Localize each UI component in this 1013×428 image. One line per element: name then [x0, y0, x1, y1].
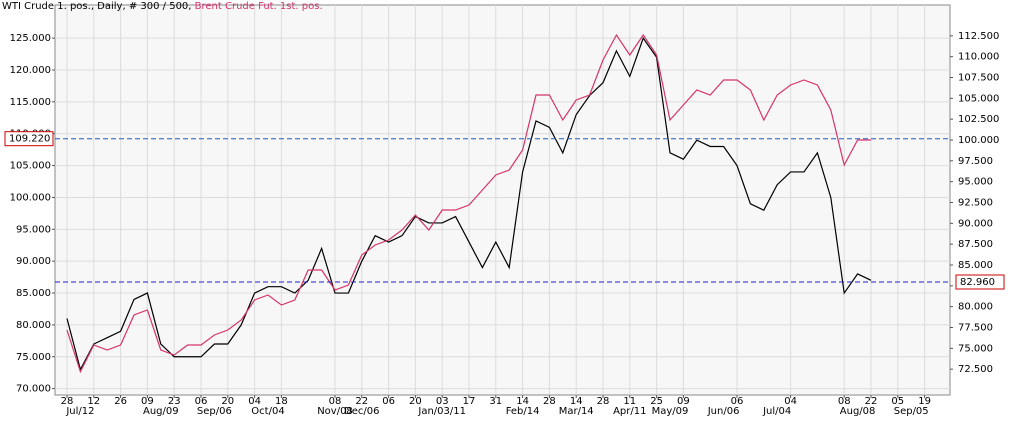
x-tick-label: 06	[195, 396, 208, 407]
x-group-label: Oct/04	[251, 406, 284, 417]
y2-tick-label: 102.500	[958, 114, 999, 125]
subtitle: , Daily, # 300 / 500,	[90, 1, 195, 12]
y-tick-label: 125.000	[10, 33, 51, 44]
x-tick-label: 25	[650, 396, 663, 407]
marker-box	[955, 274, 1005, 290]
x-tick-label: 06	[382, 396, 395, 407]
x-tick-label: 08	[838, 396, 851, 407]
x-tick-label: 14	[570, 396, 583, 407]
y-tick-label: 75.000	[16, 352, 51, 363]
x-group-label: Sep/06	[197, 406, 232, 417]
x-tick-label: 17	[463, 396, 476, 407]
x-tick-label: 05	[891, 396, 904, 407]
y-tick-label: 100.000	[10, 192, 51, 203]
x-tick-label: 28	[597, 396, 610, 407]
marker-label: 109.220	[9, 134, 50, 145]
x-tick-label: 31	[489, 396, 502, 407]
y2-tick-label: 72.500	[958, 364, 993, 375]
x-tick-label: 04	[248, 396, 261, 407]
y2-tick-label: 112.500	[958, 31, 999, 42]
y-tick-label: 105.000	[10, 161, 51, 172]
x-group-label: Dec/06	[344, 406, 379, 417]
series-name: WTI Crude 1. pos.	[2, 1, 91, 12]
x-tick-label: 18	[275, 396, 288, 407]
x-tick-label: 28	[61, 396, 74, 407]
y-tick-label: 115.000	[10, 97, 51, 108]
y2-tick-label: 75.000	[958, 343, 993, 354]
x-tick-label: 20	[221, 396, 234, 407]
x-group-label: Jul/12	[65, 406, 94, 417]
y-tick-label: 90.000	[16, 256, 51, 267]
marker-box	[4, 131, 54, 147]
y-tick-label: 85.000	[16, 288, 51, 299]
x-tick-label: 09	[141, 396, 154, 407]
x-group-label: Jan/03/11	[417, 406, 466, 417]
y2-tick-label: 105.000	[958, 93, 999, 104]
y2-tick-label: 90.000	[958, 218, 993, 229]
plot-area	[54, 4, 951, 396]
series-name: Brent Crude Fut. 1st. pos.	[194, 1, 323, 12]
y2-tick-label: 95.000	[958, 177, 993, 188]
y-tick-label: 120.000	[10, 65, 51, 76]
y2-tick-label: 100.000	[958, 135, 999, 146]
y2-tick-label: 87.500	[958, 239, 993, 250]
x-tick-label: 11	[623, 396, 636, 407]
y2-tick-label: 92.500	[958, 198, 993, 209]
x-group-label: Aug/09	[143, 406, 179, 417]
x-tick-label: 19	[918, 396, 931, 407]
x-tick-label: 06	[731, 396, 744, 407]
x-group-label: Sep/05	[894, 406, 929, 417]
chart-header: WTI Crude 1. pos., Daily, # 300 / 500, B…	[2, 1, 323, 12]
x-group-label: Aug/08	[840, 406, 876, 417]
x-tick-label: 26	[114, 396, 127, 407]
x-tick-label: 20	[409, 396, 422, 407]
x-group-label: Feb/14	[506, 406, 540, 417]
x-group-label: May/09	[652, 406, 689, 417]
marker-label: 82.960	[960, 277, 995, 288]
y2-tick-label: 110.000	[958, 52, 999, 63]
y2-tick-label: 85.000	[958, 260, 993, 271]
series-line	[66, 36, 872, 372]
y2-tick-label: 80.000	[958, 302, 993, 313]
y-tick-label: 80.000	[16, 320, 51, 331]
x-tick-label: 08	[329, 396, 342, 407]
x-group-label: Jul/04	[762, 406, 791, 417]
y2-tick-label: 77.500	[958, 323, 993, 334]
x-group-label: Nov/08	[317, 406, 353, 417]
x-tick-label: 04	[784, 396, 797, 407]
x-group-label: Jun/06	[707, 406, 740, 417]
x-tick-label: 22	[355, 396, 368, 407]
x-tick-label: 23	[168, 396, 181, 407]
x-tick-label: 28	[543, 396, 556, 407]
y-tick-label: 70.000	[16, 384, 51, 395]
x-tick-label: 09	[677, 396, 690, 407]
x-tick-label: 12	[87, 396, 100, 407]
x-tick-label: 14	[516, 396, 529, 407]
x-tick-label: 22	[865, 396, 878, 407]
y-tick-label: 95.000	[16, 224, 51, 235]
x-group-label: Mar/14	[559, 406, 594, 417]
x-tick-label: 03	[436, 396, 449, 407]
y2-tick-label: 107.500	[958, 73, 999, 84]
y2-tick-label: 97.500	[958, 156, 993, 167]
x-group-label: Apr/11	[613, 406, 646, 417]
series-line	[66, 33, 871, 374]
